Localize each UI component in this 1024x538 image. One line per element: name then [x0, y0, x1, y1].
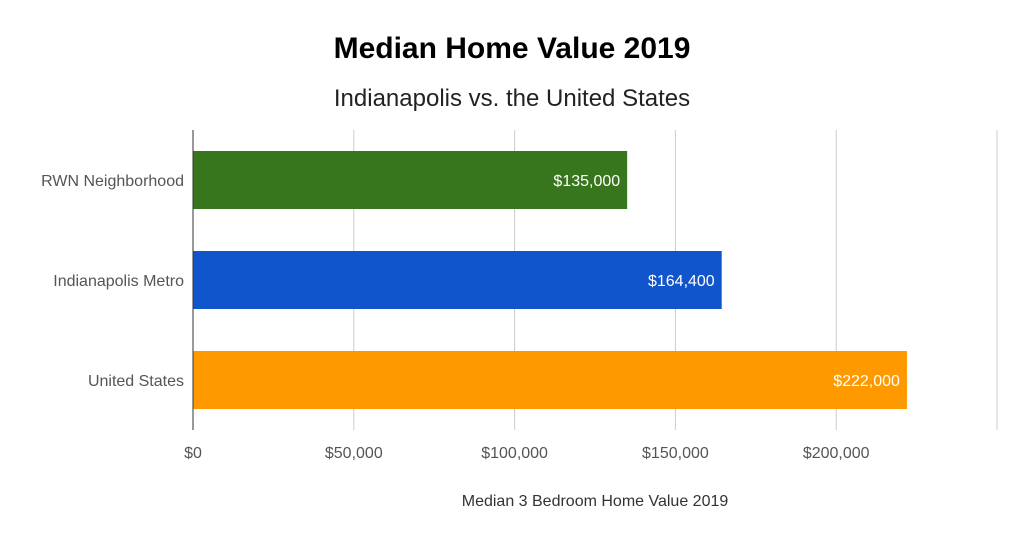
x-tick-labels: $0 $50,000 $100,000 $150,000 $200,000: [184, 445, 870, 462]
category-label: Indianapolis Metro: [53, 273, 184, 290]
category-label: RWN Neighborhood: [41, 173, 184, 190]
data-labels: $135,000 $164,400 $222,000: [553, 173, 900, 390]
bar: [193, 251, 722, 309]
data-label: $135,000: [553, 173, 620, 190]
x-tick-label: $150,000: [642, 445, 709, 462]
chart-subtitle: Indianapolis vs. the United States: [334, 85, 690, 112]
x-tick-label: $200,000: [803, 445, 870, 462]
chart-title: Median Home Value 2019: [334, 32, 691, 65]
data-label: $222,000: [833, 373, 900, 390]
x-tick-label: $100,000: [481, 445, 548, 462]
bar: [193, 351, 907, 409]
data-label: $164,400: [648, 273, 715, 290]
category-labels: RWN Neighborhood Indianapolis Metro United…: [41, 173, 184, 390]
bars: [193, 151, 907, 409]
x-tick-label: $0: [184, 445, 202, 462]
category-label: United States: [88, 373, 184, 390]
bar: [193, 151, 628, 209]
x-tick-label: $50,000: [325, 445, 383, 462]
x-axis-title: Median 3 Bedroom Home Value 2019: [462, 493, 729, 510]
